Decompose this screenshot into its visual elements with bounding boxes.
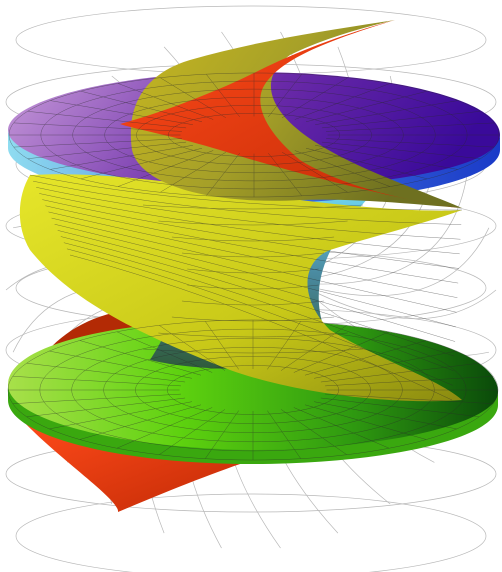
mesh-spoke [304,340,427,376]
mesh-spoke [315,100,458,125]
mesh-spoke [13,122,182,132]
mesh-spoke [293,331,390,373]
mesh-spoke [49,350,192,379]
mesh-blade-line [39,193,460,255]
mesh-spoke [12,376,181,387]
mesh-spoke [268,153,302,196]
mesh-spoke [293,407,390,449]
mesh-blade-line [57,230,456,342]
mesh-spoke [117,83,214,120]
mesh-spoke [80,147,203,180]
mesh-spoke [80,90,203,123]
mesh-spoke [325,376,494,387]
mesh-spoke [320,362,480,383]
mesh-spoke [294,150,391,187]
mesh-blade-line [48,211,458,298]
mesh-blade-line [33,180,462,225]
yellow-blade-upper [130,20,462,208]
mesh-blade-line [54,223,456,328]
mesh-spoke [79,404,202,440]
wireframe-spoke [310,289,497,319]
mesh-spoke [26,362,186,383]
mesh-spoke [50,145,193,170]
mesh-spoke [305,147,428,180]
mesh-throat-line [142,204,364,210]
mesh-spoke [268,74,302,117]
mesh-blade-line [45,205,459,284]
mesh-throat-line [181,300,325,306]
mesh-blade-line [63,242,454,372]
mesh-throat-line [158,332,348,338]
mesh-blade-line [66,248,453,386]
mesh-spoke [117,150,214,187]
mesh-spoke [294,83,391,120]
mesh-spoke [267,321,302,370]
mesh-blade-line [29,174,463,211]
mesh-spoke [160,77,227,119]
mesh-spoke [50,100,193,125]
wireframe-spoke [304,169,469,285]
mesh-blade-line [60,236,455,357]
mesh-spoke [281,151,348,193]
mesh-spoke [13,138,182,148]
mesh-spoke [159,409,226,455]
mesh-spoke [116,407,213,449]
mesh-spoke [79,340,202,376]
mesh-spoke [160,151,227,193]
mesh-throat-line [158,220,348,226]
mesh-spoke [206,153,240,196]
mesh-blade-line [42,199,459,269]
mesh-spoke [281,77,348,119]
mesh-spoke [204,410,239,459]
mesh-spoke [204,321,239,370]
mesh-spoke [27,141,187,159]
mesh-blade-line [69,254,453,401]
mesh-spoke [280,409,347,455]
surface-mesh-lines [7,72,500,461]
mesh-spoke [326,122,495,132]
mesh-throat-line [171,316,335,322]
mesh-spoke [116,331,213,373]
mesh-spoke [206,74,240,117]
mesh-spoke [314,350,457,379]
mesh-spoke [326,138,495,148]
mesh-spoke [12,393,181,404]
mesh-spoke [315,145,458,170]
mesh-spoke [267,410,302,459]
mesh-spoke [325,393,494,404]
wireframe-ring [15,493,487,572]
mesh-throat-line [187,268,319,274]
mesh-spoke [321,111,481,129]
mesh-throat-line [142,348,364,354]
wireframe-spoke [309,227,490,297]
mesh-spoke [280,325,347,371]
mesh-spoke [320,397,480,418]
mesh-spoke [304,404,427,440]
mesh-blade-line [36,187,461,240]
mesh-spoke [305,90,428,123]
mesh-spoke [49,401,192,430]
mesh-spoke [159,325,226,371]
mesh-spoke [26,397,186,418]
red-blade-upper [120,20,458,208]
mesh-spoke [314,401,457,430]
mesh-spoke [27,111,187,129]
mesh-spoke [321,141,481,159]
yellow-blade-lower [19,174,463,402]
mesh-throat-line [187,284,319,290]
